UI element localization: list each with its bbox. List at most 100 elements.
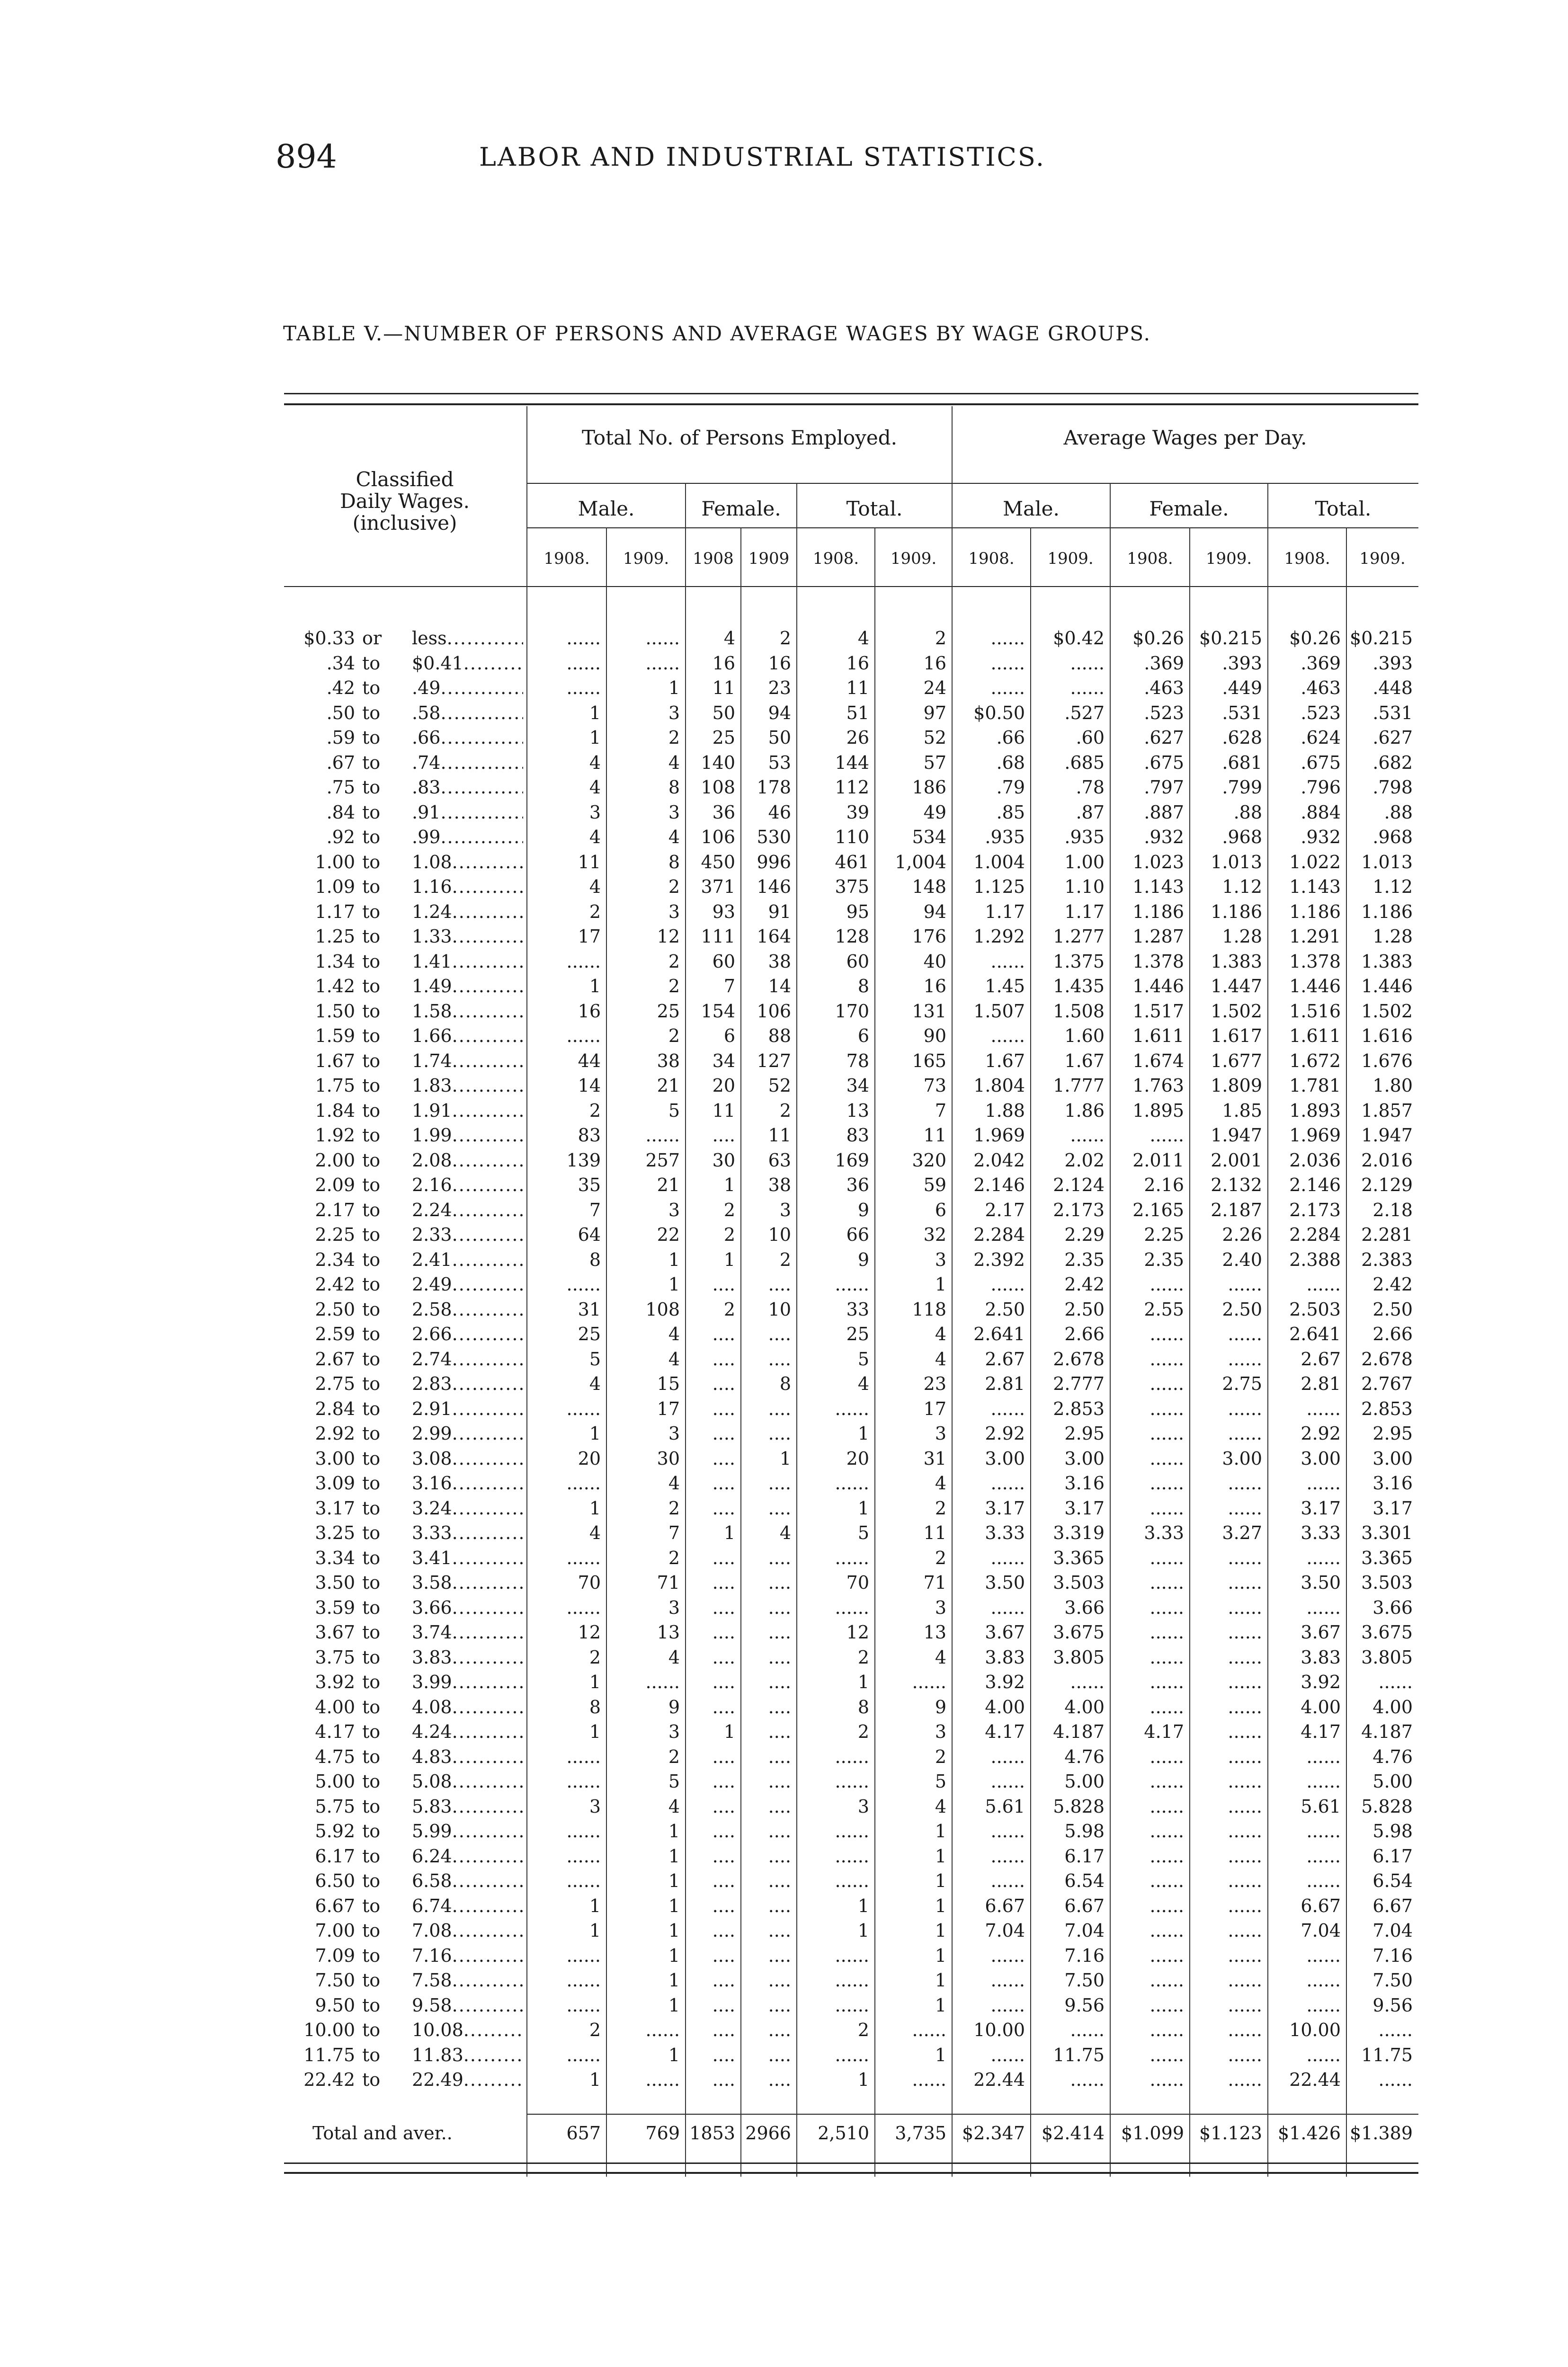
cell-female-1908: 50 — [712, 702, 735, 723]
cell-avg-female-1908: ...... — [1149, 2069, 1184, 2090]
range-separator: to — [362, 1572, 381, 1593]
cell-avg-male-1909: 3.00 — [1064, 1448, 1105, 1469]
cell-avg-total-1909: ...... — [1378, 2020, 1413, 2040]
cell-avg-male-1909: .527 — [1064, 702, 1105, 723]
leader-dots: .............................. — [452, 1721, 523, 1742]
cell-male-1909: 4 — [668, 1796, 680, 1817]
range-separator: to — [362, 1522, 381, 1543]
table-row: 2.25 to 2.33..............................… — [0, 1222, 1568, 1247]
cell-avg-female-1909: ...... — [1228, 1398, 1262, 1419]
group-header-wages: Average Wages per Day. — [1063, 426, 1307, 449]
cell-total-1909: 24 — [923, 677, 946, 698]
cell-avg-total-1908: 4.00 — [1301, 1696, 1341, 1717]
cell-female-1909: 996 — [757, 851, 791, 872]
cell-avg-female-1908: ...... — [1149, 1423, 1184, 1444]
cell-total-1909: 2 — [935, 1746, 946, 1767]
cell-avg-total-1909: 1.947 — [1361, 1125, 1413, 1146]
range-from: 1.25 — [315, 926, 355, 947]
cell-male-1909: ...... — [645, 2069, 680, 2090]
range-from: 9.50 — [315, 1994, 355, 2016]
table-row: 22.42 to 22.49............................… — [0, 2067, 1568, 2092]
row-label: 2.09 to 2.16.............................. — [284, 1173, 523, 1197]
range-separator: to — [362, 1821, 381, 1842]
cell-avg-male-1909: 1.17 — [1064, 901, 1105, 922]
cell-avg-male-1908: 1.88 — [985, 1100, 1025, 1121]
cell-male-1909: 4 — [668, 752, 680, 773]
leader-dots: .............................. — [452, 951, 523, 972]
leader-dots: .............................. — [452, 1945, 523, 1966]
cell-avg-total-1908: 2.81 — [1301, 1373, 1341, 1394]
table-row: 3.25 to 3.33..............................… — [0, 1521, 1568, 1545]
cell-total-1909: 1 — [935, 1920, 946, 1941]
cell-avg-female-1909: ...... — [1228, 1324, 1262, 1344]
cell-total-1908: ...... — [835, 1771, 869, 1792]
leader-dots: .............................. — [452, 1796, 523, 1817]
cell-avg-female-1909: .393 — [1222, 652, 1262, 674]
cell-male-1908: 1 — [589, 1672, 601, 1692]
cell-female-1909: 146 — [757, 876, 791, 897]
row-label: 3.92 to 3.99.............................. — [284, 1670, 523, 1694]
cell-total-1909: 32 — [923, 1224, 946, 1245]
table-row: .92 to .99.............................. 4 4… — [0, 825, 1568, 849]
cell-total-1908: 5 — [857, 1522, 869, 1543]
cell-avg-male-1908: ...... — [990, 652, 1025, 674]
cell-avg-total-1908: 2.503 — [1289, 1299, 1341, 1320]
range-separator: to — [362, 901, 381, 922]
cell-total-1908: ...... — [835, 1994, 869, 2016]
cell-avg-female-1909: ...... — [1228, 1945, 1262, 1966]
range-from: 1.59 — [315, 1025, 355, 1046]
cell-avg-total-1908: .463 — [1301, 677, 1341, 698]
cell-female-1908: .... — [712, 1672, 735, 1692]
table-row: 6.17 to 6.24..............................… — [0, 1844, 1568, 1869]
cell-avg-total-1909: 4.00 — [1372, 1696, 1413, 1717]
cell-avg-male-1909: ...... — [1070, 677, 1105, 698]
table-row: 2.42 to 2.49..............................… — [0, 1272, 1568, 1297]
cell-avg-female-1909: 3.27 — [1222, 1522, 1262, 1543]
cell-avg-total-1908: ...... — [1306, 1994, 1341, 2016]
range-from: 2.84 — [315, 1398, 355, 1419]
cell-male-1909: ...... — [645, 652, 680, 674]
cell-female-1908: .... — [712, 1547, 735, 1568]
page: 894 LABOR AND INDUSTRIAL STATISTICS. TAB… — [0, 138, 1568, 2177]
cell-avg-male-1908: .66 — [996, 727, 1025, 748]
cell-avg-total-1908: 3.83 — [1301, 1646, 1341, 1668]
row-label: 3.75 to 3.83.............................. — [284, 1645, 523, 1670]
cell-avg-male-1908: ...... — [990, 1870, 1025, 1891]
cell-avg-total-1908: 2.641 — [1289, 1324, 1341, 1344]
cell-avg-male-1908: ...... — [990, 951, 1025, 972]
cell-avg-total-1908: 2.146 — [1289, 1175, 1341, 1195]
range-separator: to — [362, 976, 381, 997]
cell-total-1909: 16 — [923, 652, 946, 674]
cell-male-1908: 1 — [589, 1895, 601, 1916]
year-header-female-1908: 1908 — [693, 549, 734, 568]
cell-total-1909: 176 — [912, 926, 946, 947]
range-separator: to — [362, 1175, 381, 1195]
range-from: 3.17 — [315, 1497, 355, 1519]
cell-avg-total-1909: 2.95 — [1372, 1423, 1413, 1444]
cell-male-1909: 7 — [668, 1522, 680, 1543]
range-to: 3.74 — [412, 1622, 452, 1643]
cell-avg-female-1908: ...... — [1149, 1994, 1184, 2016]
cell-avg-male-1908: 2.146 — [973, 1175, 1025, 1195]
cell-male-1908: 4 — [589, 1522, 601, 1543]
row-label: 1.50 to 1.58.............................. — [284, 999, 523, 1023]
range-from: 7.00 — [315, 1920, 355, 1941]
cell-avg-male-1909: 2.29 — [1064, 1224, 1105, 1245]
cell-male-1908: 1 — [589, 2069, 601, 2090]
cell-avg-total-1908: 1.893 — [1289, 1100, 1341, 1121]
cell-male-1909: 1 — [668, 1895, 680, 1916]
cell-total-1908: 144 — [835, 752, 869, 773]
range-to: 1.83 — [412, 1075, 452, 1096]
cell-male-1908: 4 — [589, 827, 601, 847]
cell-avg-male-1908: 22.44 — [973, 2069, 1025, 2090]
leader-dots: .............................. — [452, 976, 523, 997]
cell-avg-male-1908: ...... — [990, 2044, 1025, 2065]
horizontal-rule — [284, 586, 1418, 587]
table-row: 3.67 to 3.74..............................… — [0, 1620, 1568, 1645]
cell-avg-total-1908: .796 — [1301, 777, 1341, 798]
cell-female-1909: 38 — [768, 1175, 791, 1195]
cell-avg-female-1909: ...... — [1228, 1672, 1262, 1692]
leader-dots: .............................. — [452, 1622, 523, 1643]
range-to: 2.24 — [412, 1199, 452, 1220]
cell-female-1909: .... — [768, 1970, 791, 1991]
